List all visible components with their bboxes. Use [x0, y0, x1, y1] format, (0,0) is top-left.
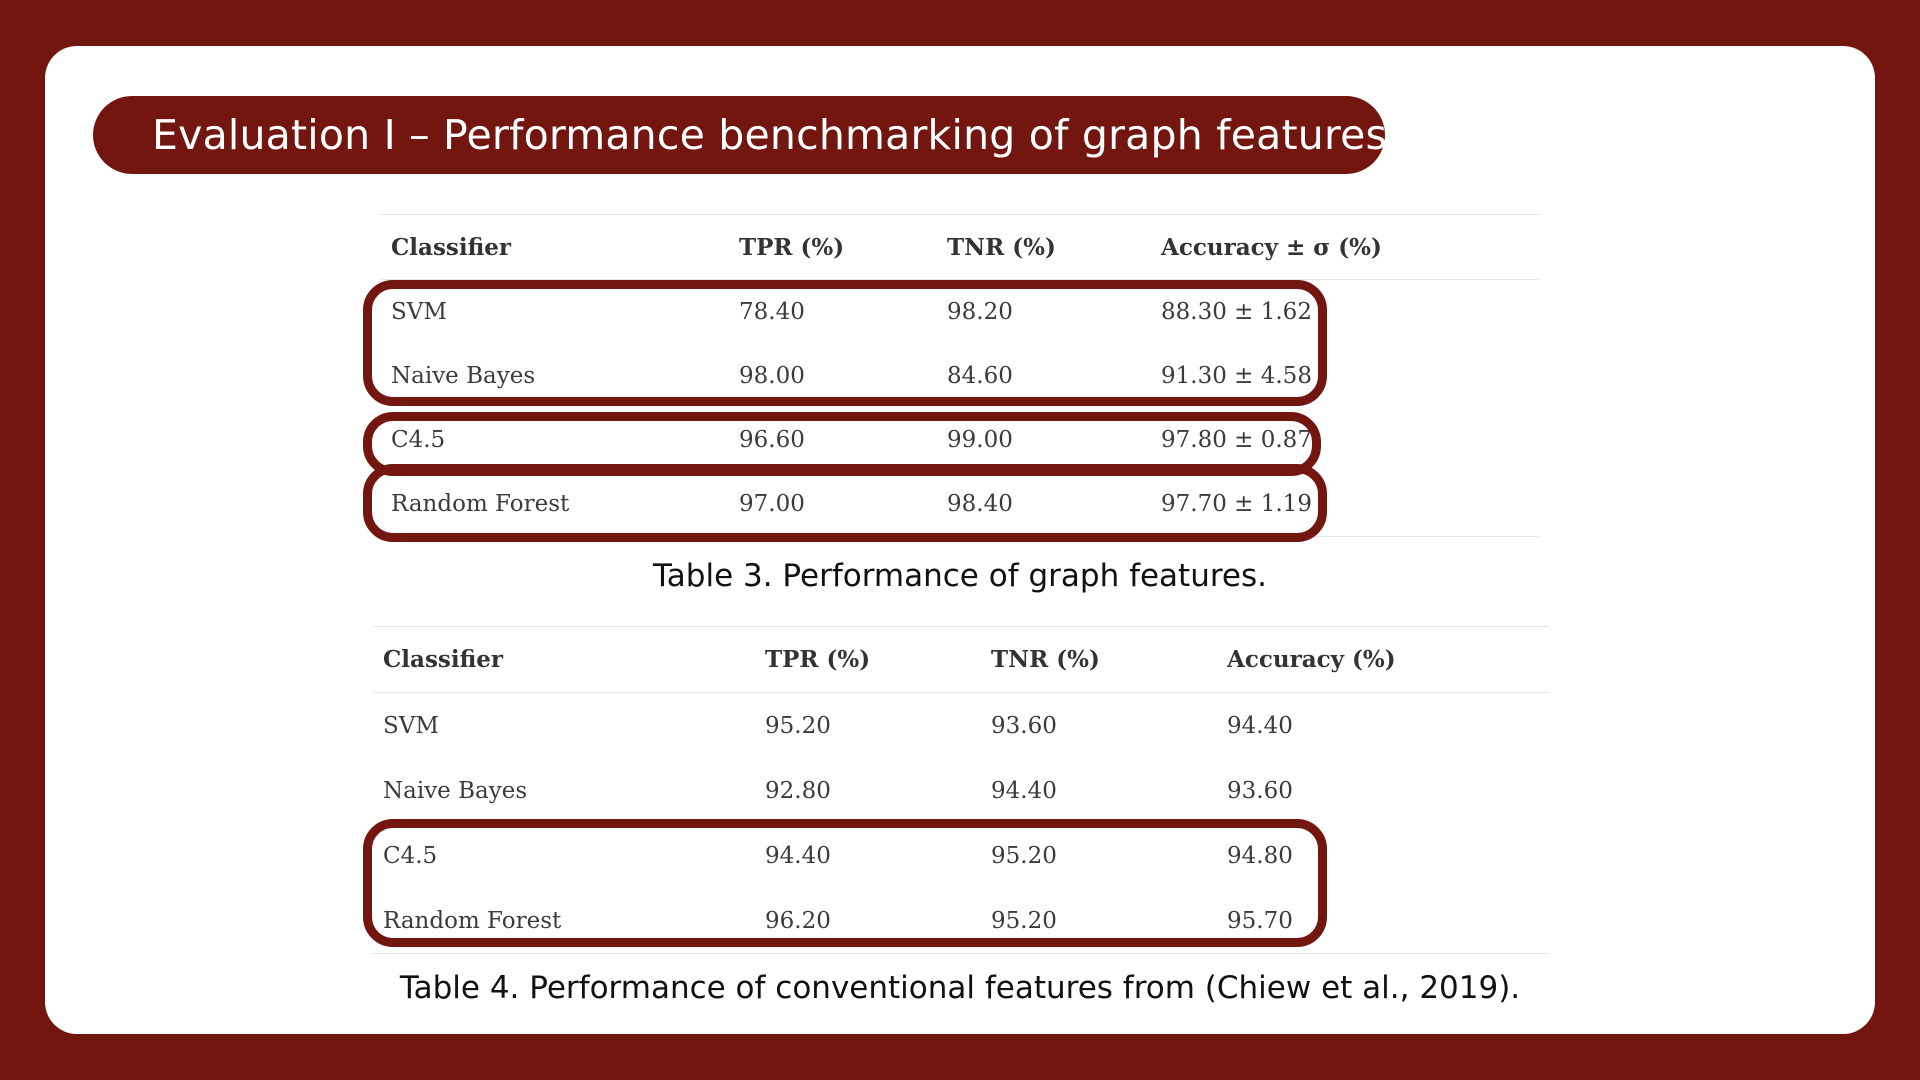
- table-3-caption: Table 3. Performance of graph features.: [652, 558, 1267, 594]
- table-row: Naive Bayes 98.00 84.60 91.30 ± 4.58: [381, 344, 1539, 408]
- cell-accuracy: 93.60: [1227, 777, 1293, 804]
- column-header-tnr: TNR (%): [981, 626, 1217, 693]
- cell-tnr: 99.00: [947, 427, 1013, 453]
- cell-tpr: 78.40: [739, 299, 805, 325]
- cell-tnr: 94.40: [991, 777, 1057, 804]
- cell-tnr: 95.20: [991, 842, 1057, 869]
- graph-features-table: Classifier TPR (%) TNR (%) Accuracy ± σ …: [381, 214, 1539, 537]
- column-header-accuracy: Accuracy ± σ (%): [1151, 214, 1539, 280]
- column-header-tpr: TPR (%): [729, 214, 937, 280]
- cell-tpr: 92.80: [765, 777, 831, 804]
- cell-classifier: C4.5: [383, 842, 438, 869]
- slide-title: Evaluation I – Performance benchmarking …: [93, 96, 1387, 174]
- cell-classifier: Random Forest: [373, 888, 755, 954]
- cell-accuracy: 95.70: [1217, 888, 1549, 954]
- cell-tpr: 96.60: [739, 427, 805, 453]
- table-row: C4.5 94.40 95.20 94.80: [373, 823, 1549, 888]
- table-row: SVM 95.20 93.60 94.40: [373, 693, 1549, 759]
- table-row: C4.5 96.60 99.00 97.80 ± 0.87: [381, 408, 1539, 472]
- cell-tnr: 84.60: [947, 363, 1013, 389]
- column-header-classifier: Classifier: [381, 214, 729, 280]
- table-row: SVM 78.40 98.20 88.30 ± 1.62: [381, 280, 1539, 345]
- table-4-caption: Table 4. Performance of conventional fea…: [399, 970, 1521, 1006]
- cell-tpr: 94.40: [765, 842, 831, 869]
- table-row: Random Forest 96.20 95.20 95.70: [373, 888, 1549, 954]
- cell-classifier: SVM: [391, 299, 447, 325]
- cell-accuracy: 94.40: [1227, 712, 1293, 739]
- cell-accuracy: 97.70 ± 1.19: [1151, 472, 1539, 537]
- column-header-accuracy: Accuracy (%): [1217, 626, 1549, 693]
- cell-classifier: SVM: [383, 712, 439, 739]
- cell-tpr: 95.20: [765, 712, 831, 739]
- cell-tpr: 97.00: [729, 472, 937, 537]
- cell-classifier: Random Forest: [381, 472, 729, 537]
- column-header-tnr: TNR (%): [937, 214, 1151, 280]
- cell-tpr: 96.20: [755, 888, 981, 954]
- slide: Evaluation I – Performance benchmarking …: [45, 46, 1875, 1034]
- cell-tnr: 98.20: [947, 299, 1013, 325]
- cell-accuracy: 91.30 ± 4.58: [1161, 363, 1312, 389]
- conventional-features-table: Classifier TPR (%) TNR (%) Accuracy (%) …: [373, 626, 1549, 954]
- table-row: Random Forest 97.00 98.40 97.70 ± 1.19: [381, 472, 1539, 537]
- cell-tnr: 93.60: [991, 712, 1057, 739]
- table-header-row: Classifier TPR (%) TNR (%) Accuracy ± σ …: [381, 214, 1539, 280]
- table-header-row: Classifier TPR (%) TNR (%) Accuracy (%): [373, 626, 1549, 693]
- cell-classifier: Naive Bayes: [383, 777, 528, 804]
- column-header-classifier: Classifier: [373, 626, 755, 693]
- cell-tnr: 95.20: [981, 888, 1217, 954]
- column-header-tpr: TPR (%): [755, 626, 981, 693]
- cell-tpr: 98.00: [739, 363, 805, 389]
- cell-accuracy: 97.80 ± 0.87: [1161, 427, 1312, 453]
- cell-accuracy: 94.80: [1227, 842, 1293, 869]
- cell-tnr: 98.40: [937, 472, 1151, 537]
- cell-classifier: Naive Bayes: [391, 363, 536, 389]
- cell-classifier: C4.5: [391, 427, 446, 453]
- cell-accuracy: 88.30 ± 1.62: [1161, 299, 1312, 325]
- table-row: Naive Bayes 92.80 94.40 93.60: [373, 758, 1549, 823]
